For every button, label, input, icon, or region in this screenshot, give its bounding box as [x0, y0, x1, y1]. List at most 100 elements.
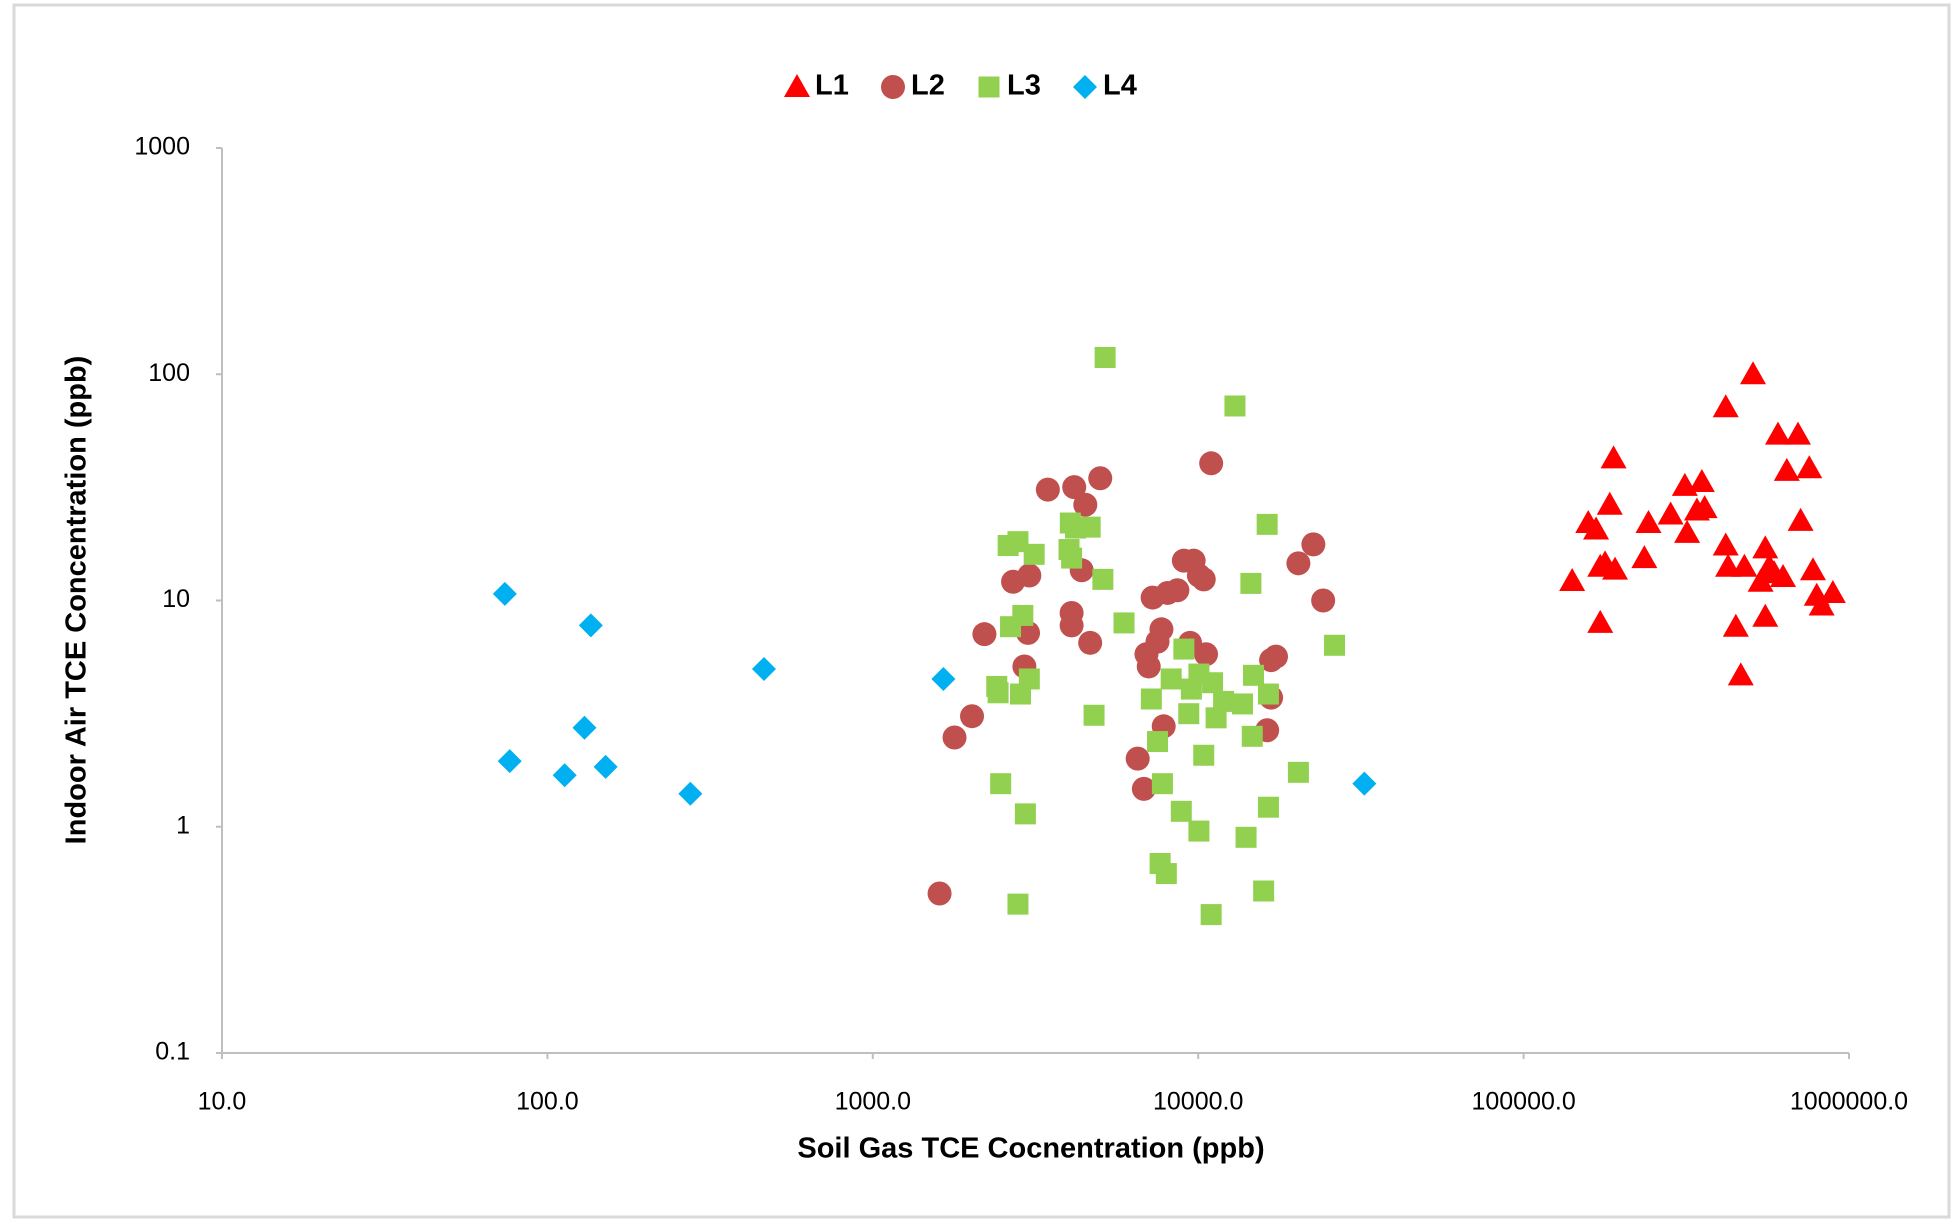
point	[1731, 553, 1758, 577]
x-tick-label: 1000.0	[835, 1088, 911, 1116]
point	[1286, 551, 1311, 576]
x-axis-title: Soil Gas TCE Cocnentration (ppb)	[797, 1133, 1264, 1165]
point	[578, 613, 603, 638]
point	[1712, 394, 1739, 418]
point	[1062, 475, 1087, 500]
point	[1018, 668, 1040, 690]
point	[1155, 863, 1177, 885]
point	[751, 657, 776, 682]
point	[1235, 826, 1257, 848]
x-tick-label: 10.0	[198, 1088, 247, 1116]
point	[1712, 532, 1739, 556]
point	[1787, 507, 1814, 531]
point	[678, 781, 703, 806]
point	[1263, 644, 1288, 669]
point	[1231, 693, 1253, 715]
x-tick-label: 1000000.0	[1790, 1088, 1908, 1116]
point	[1035, 477, 1060, 502]
point	[1740, 361, 1767, 385]
chart-border	[12, 3, 1951, 1219]
point	[1165, 578, 1190, 603]
point	[552, 763, 577, 788]
point	[1200, 904, 1222, 926]
legend-label: L3	[1007, 70, 1041, 102]
legend-marker	[784, 74, 810, 97]
point	[1752, 535, 1779, 559]
legend-label: L4	[1103, 70, 1137, 102]
point	[1073, 492, 1098, 517]
point	[986, 675, 1008, 697]
legend-marker	[1073, 75, 1097, 99]
point	[1796, 455, 1823, 479]
y-tick-label: 1000	[134, 133, 190, 161]
point	[990, 773, 1012, 795]
x-tick-label: 100.0	[516, 1088, 579, 1116]
point	[1301, 532, 1326, 557]
point	[1061, 547, 1083, 569]
point	[1007, 531, 1029, 553]
point	[1178, 703, 1200, 725]
point	[1205, 707, 1227, 729]
point	[1257, 796, 1279, 818]
point	[1287, 761, 1309, 783]
point	[1257, 683, 1279, 705]
point	[1188, 820, 1210, 842]
point	[1631, 545, 1658, 569]
point	[593, 754, 618, 779]
point	[1199, 451, 1224, 476]
point	[1014, 803, 1036, 825]
point	[1596, 491, 1623, 515]
point	[1131, 776, 1156, 801]
point	[1583, 516, 1610, 540]
point	[1193, 744, 1215, 766]
point	[1784, 421, 1811, 445]
point	[1125, 746, 1150, 771]
point	[1747, 568, 1774, 592]
point	[1770, 564, 1797, 588]
y-tick-label: 1	[176, 811, 190, 839]
point	[1808, 592, 1835, 616]
point	[1194, 642, 1219, 667]
point	[1691, 495, 1718, 519]
point	[1559, 567, 1586, 591]
point	[1635, 510, 1662, 534]
point	[1764, 421, 1791, 445]
point	[1149, 617, 1174, 642]
point	[1253, 880, 1275, 902]
point	[1191, 567, 1216, 592]
point	[1352, 771, 1377, 796]
x-tick-label: 100000.0	[1471, 1088, 1575, 1116]
point	[1147, 731, 1169, 753]
point	[1224, 395, 1246, 417]
point	[1600, 445, 1627, 469]
point	[1727, 662, 1754, 686]
point	[1170, 800, 1192, 822]
legend-label: L2	[911, 70, 945, 102]
point	[1602, 556, 1629, 580]
point	[1243, 664, 1265, 686]
point	[1256, 513, 1278, 535]
point	[1059, 613, 1084, 638]
point	[1657, 501, 1684, 525]
point	[1012, 604, 1034, 626]
point	[1113, 612, 1135, 634]
point	[497, 749, 522, 774]
point	[1083, 704, 1105, 726]
point	[1160, 668, 1182, 690]
point	[931, 666, 956, 691]
point	[572, 715, 597, 740]
point	[1722, 613, 1749, 637]
y-tick-label: 100	[148, 359, 190, 387]
point	[1092, 568, 1114, 590]
point	[1715, 553, 1742, 577]
legend-marker	[978, 76, 1000, 98]
y-tick-label: 0.1	[155, 1038, 190, 1066]
point	[1240, 572, 1262, 594]
point	[1173, 638, 1195, 660]
y-tick-label: 10	[162, 585, 190, 613]
x-tick-label: 10000.0	[1153, 1088, 1243, 1116]
point	[942, 725, 967, 750]
point	[492, 581, 517, 606]
